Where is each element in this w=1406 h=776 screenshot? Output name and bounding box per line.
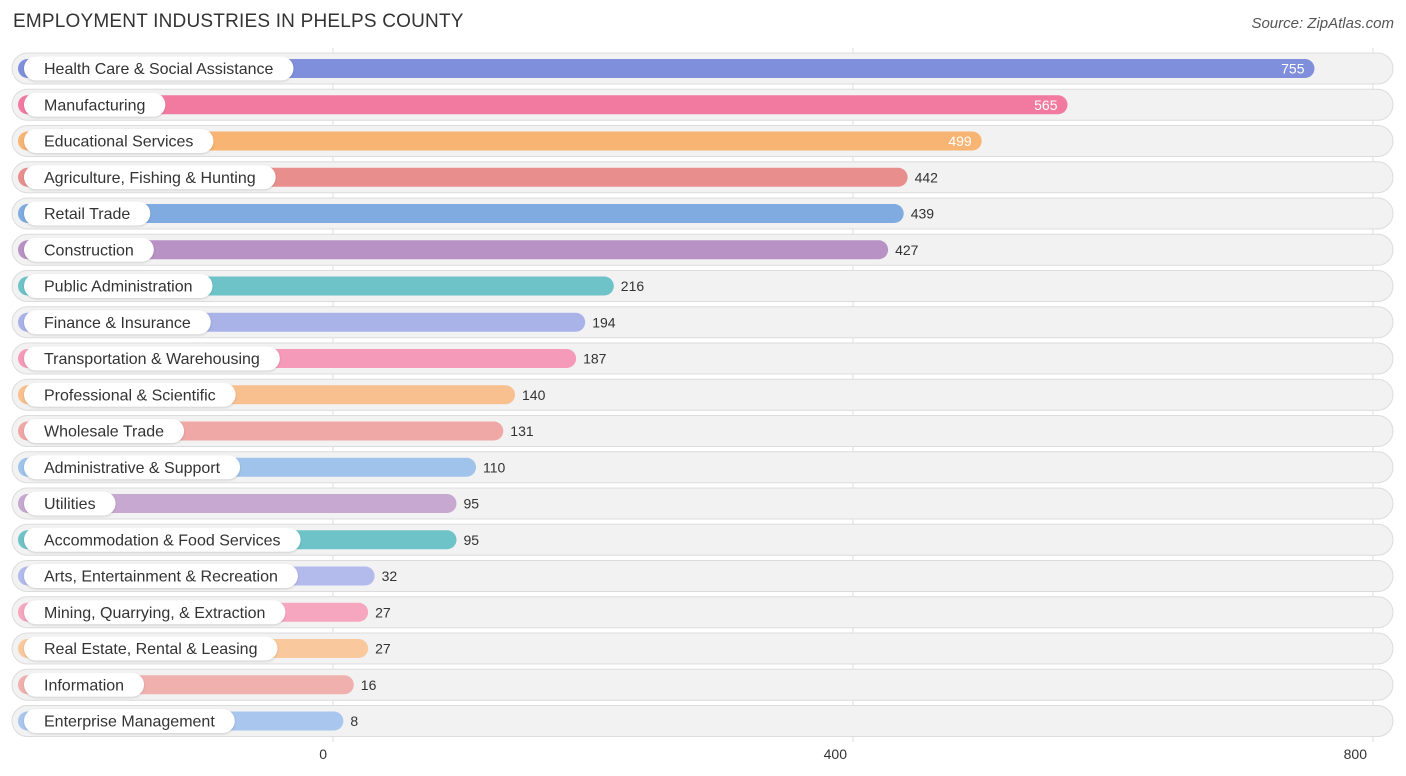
data-label: 565 xyxy=(1034,97,1058,113)
bar-row: Utilities 95 xyxy=(11,487,1394,520)
data-label: 27 xyxy=(375,604,391,620)
tick-label: 0 xyxy=(319,746,327,762)
label-background xyxy=(24,672,145,697)
chart-source: Source: ZipAtlas.com xyxy=(1251,15,1394,32)
label-background xyxy=(24,455,241,480)
data-label: 95 xyxy=(464,532,480,548)
bar-row: Arts, Entertainment & Recreation 32 xyxy=(11,560,1394,592)
label-background xyxy=(24,92,166,117)
label-background xyxy=(24,237,154,262)
data-label: 8 xyxy=(350,713,358,729)
tick-label: 400 xyxy=(824,746,848,762)
bar-row: Agriculture, Fishing & Hunting 442 xyxy=(11,161,1394,194)
data-label: 755 xyxy=(1281,61,1305,77)
data-label: 194 xyxy=(592,314,616,330)
data-label: 439 xyxy=(911,206,935,222)
label-background xyxy=(24,600,286,625)
row-label: Information xyxy=(44,677,124,694)
data-label: 27 xyxy=(375,641,391,657)
label-background xyxy=(24,346,280,371)
row-label: Accommodation & Food Services xyxy=(44,532,281,549)
bar-row: Accommodation & Food Services 95 xyxy=(11,523,1394,556)
bar xyxy=(18,204,904,223)
data-label: 110 xyxy=(483,459,506,475)
row-label: Arts, Entertainment & Recreation xyxy=(44,569,278,586)
bar-rows: Health Care & Social Assistance 755 Manufa… xyxy=(11,52,1394,737)
label-background xyxy=(24,382,236,407)
data-label: 140 xyxy=(522,387,546,403)
label-background xyxy=(24,527,301,552)
bar-row: Administrative & Support 110 xyxy=(11,451,1394,484)
bar-row: Wholesale Trade 131 xyxy=(11,415,1394,447)
bar-row: Educational Services 499 xyxy=(11,125,1394,157)
x-axis: 0 400 800 xyxy=(319,746,1367,762)
bar xyxy=(18,131,982,151)
row-label: Finance & Insurance xyxy=(44,315,191,332)
row-label: Administrative & Support xyxy=(44,460,221,477)
row-label: Health Care & Social Assistance xyxy=(44,61,274,78)
row-label: Educational Services xyxy=(44,134,193,151)
data-label: 216 xyxy=(621,278,645,294)
data-label: 442 xyxy=(915,169,939,185)
bar-row: Enterprise Management 8 xyxy=(11,705,1394,737)
chart-title: EMPLOYMENT INDUSTRIES IN PHELPS COUNTY xyxy=(13,11,464,32)
bar xyxy=(18,95,1068,115)
bar xyxy=(18,59,1315,78)
row-label: Utilities xyxy=(44,496,96,513)
row-label: Retail Trade xyxy=(44,206,130,223)
row-label: Professional & Scientific xyxy=(44,387,216,404)
bar-row: Finance & Insurance 194 xyxy=(11,306,1394,339)
bar-row: Transportation & Warehousing 187 xyxy=(11,342,1394,375)
label-background xyxy=(24,201,151,226)
data-label: 131 xyxy=(510,423,534,439)
row-label: Real Estate, Rental & Leasing xyxy=(44,641,257,658)
label-background xyxy=(24,636,278,661)
bar-row: Real Estate, Rental & Leasing 27 xyxy=(11,632,1394,665)
label-background xyxy=(24,709,235,733)
bar-row: Mining, Quarrying, & Extraction 27 xyxy=(11,596,1394,629)
tick-label: 800 xyxy=(1344,746,1368,762)
bar-row: Public Administration 216 xyxy=(11,270,1394,302)
bar-row: Health Care & Social Assistance 755 xyxy=(11,52,1394,85)
data-label: 499 xyxy=(948,133,972,149)
label-background xyxy=(24,310,211,335)
label-background xyxy=(24,129,214,153)
data-label: 427 xyxy=(895,242,919,258)
bar-row: Construction 427 xyxy=(11,233,1394,266)
label-background xyxy=(24,564,298,588)
row-label: Transportation & Warehousing xyxy=(44,351,260,368)
bar xyxy=(18,494,457,513)
row-background xyxy=(11,705,1394,737)
row-label: Public Administration xyxy=(44,279,193,296)
label-background xyxy=(24,491,116,516)
row-label: Mining, Quarrying, & Extraction xyxy=(44,605,265,622)
row-label: Manufacturing xyxy=(44,97,145,114)
data-label: 32 xyxy=(382,568,398,584)
bar-row: Retail Trade 439 xyxy=(11,197,1394,230)
bar xyxy=(18,240,889,260)
bar-row: Information 16 xyxy=(11,668,1394,701)
label-background xyxy=(24,274,213,298)
label-background xyxy=(24,56,294,81)
bar-row: Manufacturing 565 xyxy=(11,88,1394,121)
label-background xyxy=(24,419,185,443)
bar-row: Professional & Scientific 140 xyxy=(11,378,1394,411)
row-label: Wholesale Trade xyxy=(44,424,164,441)
data-label: 187 xyxy=(583,351,607,367)
data-label: 16 xyxy=(361,677,377,693)
data-label: 95 xyxy=(464,496,480,512)
label-background xyxy=(24,165,276,190)
row-label: Construction xyxy=(44,242,134,259)
row-background xyxy=(11,668,1394,701)
row-label: Agriculture, Fishing & Hunting xyxy=(44,170,256,187)
row-label: Enterprise Management xyxy=(44,714,215,731)
